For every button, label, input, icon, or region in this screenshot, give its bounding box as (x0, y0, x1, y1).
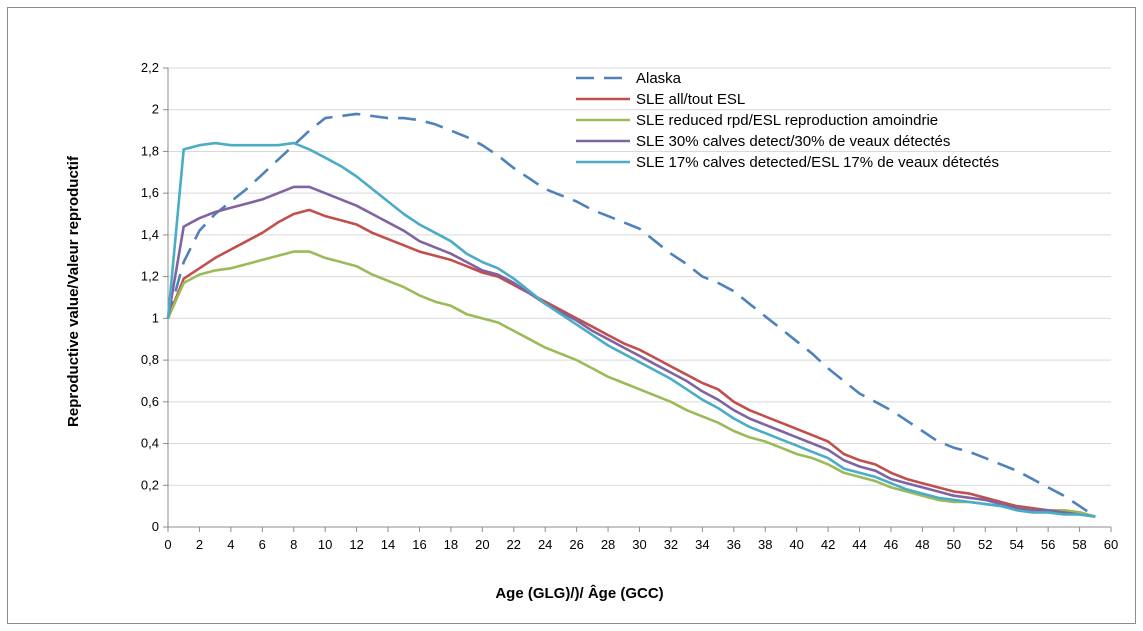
x-tick-label: 8 (290, 537, 297, 552)
x-tick-label: 6 (259, 537, 266, 552)
x-tick-labels: 0 2 4 6 8 10 12 14 16 18 20 22 24 26 28 30 32 34 36 38 40 42 4… (164, 537, 1118, 552)
x-tick-label: 56 (1041, 537, 1055, 552)
x-tick-label: 38 (758, 537, 772, 552)
y-tick-label: 2,2 (141, 60, 159, 75)
y-tick-label: 0,6 (141, 394, 159, 409)
x-tick-label: 24 (538, 537, 552, 552)
series-line-1 (166, 112, 1097, 518)
y-tick-label: 1 (152, 310, 159, 325)
x-tick-label: 44 (852, 537, 866, 552)
y-tick-label: 1,2 (141, 269, 159, 284)
x-tick-label: 10 (318, 537, 332, 552)
legend-label-2: SLE all/tout ESL (636, 91, 745, 108)
x-tick-label: 14 (381, 537, 395, 552)
legend-label-3: SLE reduced rpd/ESL reproduction amoindr… (636, 112, 938, 129)
y-tick-label: 1,8 (141, 143, 159, 158)
x-tick-label: 20 (475, 537, 489, 552)
x-tick-label: 48 (915, 537, 929, 552)
legend-label-5: SLE 17% calves detected/ESL 17% de veaux… (636, 154, 999, 171)
y-tick-label: 1,6 (141, 185, 159, 200)
x-tick-label: 0 (164, 537, 171, 552)
x-tick-label: 46 (884, 537, 898, 552)
x-tick-label: 32 (664, 537, 678, 552)
y-tick-label: 2 (152, 102, 159, 117)
legend-label-4: SLE 30% calves detect/30% de veaux détec… (636, 133, 950, 150)
legend: Alaska SLE all/tout ESL SLE reduced rpd/ES… (576, 70, 999, 171)
x-tick-label: 34 (695, 537, 709, 552)
y-tick-labels: 0 0,2 0,4 0,6 0,8 1 1,2 1,4 1,6 1,8 2 2,2 (141, 60, 159, 534)
x-tick-label: 54 (1009, 537, 1023, 552)
x-tick-label: 22 (507, 537, 521, 552)
x-tick-label: 36 (727, 537, 741, 552)
x-tick-label: 60 (1104, 537, 1118, 552)
series-line-5 (166, 141, 1096, 518)
x-tick-label: 52 (978, 537, 992, 552)
y-tick-label: 0 (152, 519, 159, 534)
legend-label-1: Alaska (636, 70, 682, 87)
gridlines (163, 67, 1112, 532)
x-tick-label: 28 (601, 537, 615, 552)
x-tick-label: 18 (444, 537, 458, 552)
y-tick-label: 0,8 (141, 352, 159, 367)
series-line-4 (166, 185, 1096, 518)
series-line-2 (166, 208, 1096, 518)
line-chart: 00,20,40,60,811,21,41,61,822,2 0 2 4 6 8 10 12… (65, 60, 1118, 602)
axes (167, 68, 1111, 528)
series-line-3 (166, 250, 1096, 518)
x-tick-label: 4 (227, 537, 234, 552)
y-axis-title: Reproductive value/Valeur reproductif (65, 155, 82, 427)
x-tick-label: 42 (821, 537, 835, 552)
y-tick-label: 0,2 (141, 477, 159, 492)
y-tick-label: 1,4 (141, 227, 159, 242)
chart-frame: 0 0,2 0,4 0,6 0,8 1 1,2 1,4 1,6 1,8 2 2,2 0 2 4 6 8 10 12… (7, 7, 1136, 624)
x-tick-label: 40 (789, 537, 803, 552)
x-tick-label: 12 (349, 537, 363, 552)
x-tick-label: 50 (947, 537, 961, 552)
x-tick-label: 2 (196, 537, 203, 552)
x-tick-label: 26 (569, 537, 583, 552)
x-tick-label: 58 (1072, 537, 1086, 552)
y-tick-label: 0,4 (141, 436, 159, 451)
series-lines (166, 112, 1097, 518)
x-tick-label: 30 (632, 537, 646, 552)
x-axis-title: Age (GLG)/)/ Âge (GCC) (495, 584, 663, 602)
x-tick-label: 16 (412, 537, 426, 552)
